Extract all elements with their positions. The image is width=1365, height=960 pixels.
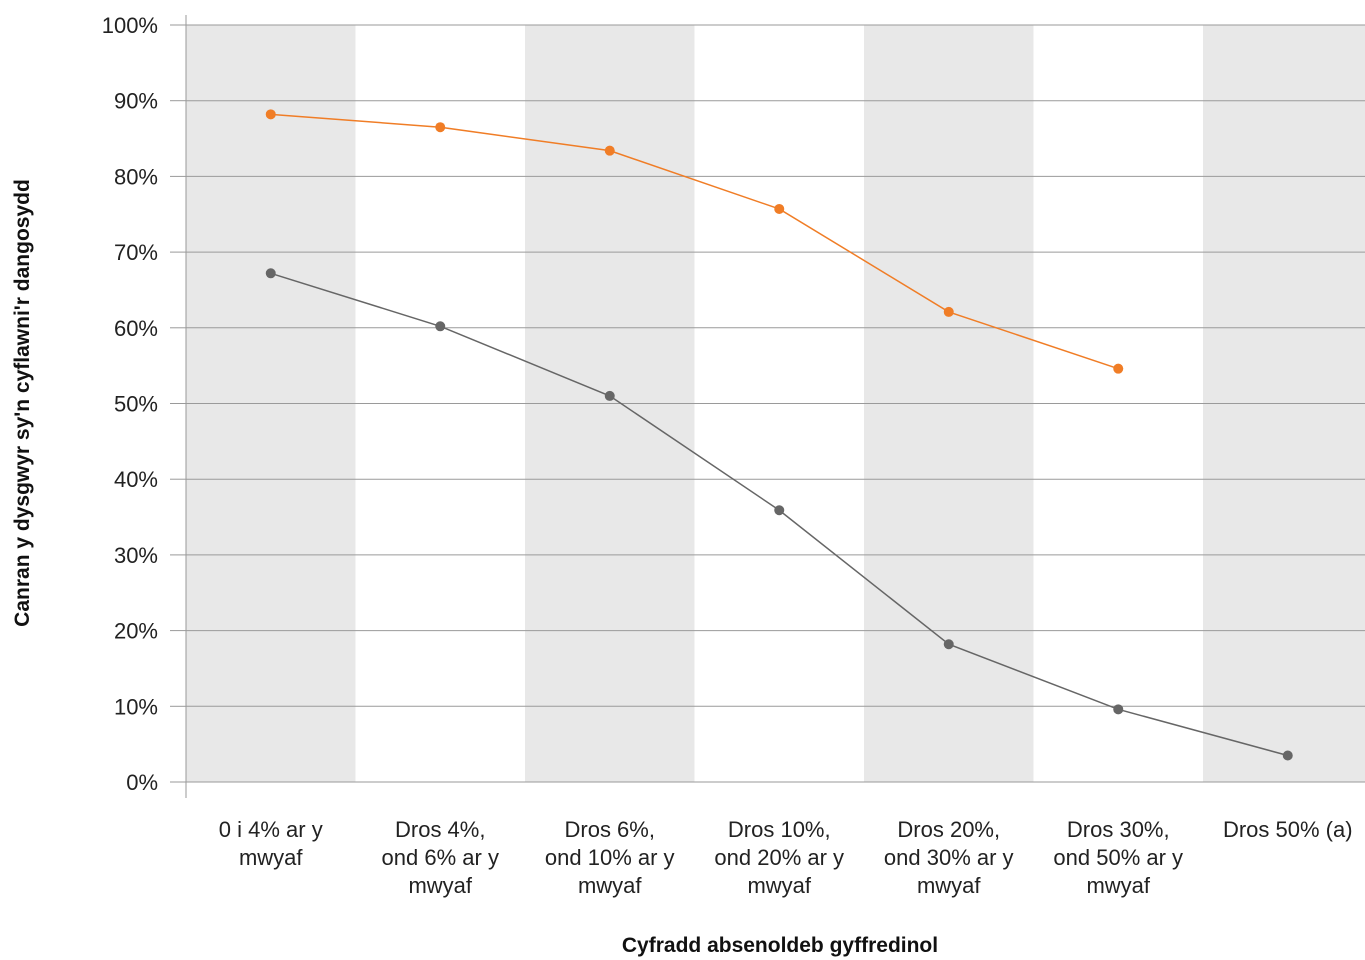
data-point (943, 639, 954, 650)
x-tick-label: Dros 6%, ond 10% ar y mwyaf (545, 817, 675, 898)
y-tick-label: 40% (114, 467, 158, 492)
x-tick-label-line: mwyaf (1086, 873, 1150, 898)
data-point (774, 505, 785, 516)
y-tick-labels: 0% 10% 20% 30% 40% 50% 60% 70% 80% 90% 100% (102, 13, 158, 795)
data-point (774, 203, 785, 214)
data-point (435, 122, 446, 133)
data-point (604, 390, 615, 401)
x-tick-label-line: ond 30% ar y (884, 845, 1014, 870)
x-tick-label-line: mwyaf (578, 873, 642, 898)
data-point (265, 268, 276, 279)
y-tick-label: 70% (114, 240, 158, 265)
data-point (1113, 363, 1124, 374)
x-tick-label-line: Dros 10%, (728, 817, 831, 842)
x-tick-label-line: ond 6% ar y (382, 845, 499, 870)
data-point (435, 321, 446, 332)
x-tick-label-line: Dros 6%, (565, 817, 655, 842)
x-tick-label-line: 0 i 4% ar y (219, 817, 323, 842)
x-tick-label-line: mwyaf (917, 873, 981, 898)
x-tick-label-line: mwyaf (408, 873, 472, 898)
y-tick-label: 50% (114, 392, 158, 417)
axes (185, 15, 1365, 798)
series-line-1 (270, 113, 1119, 370)
data-point (943, 306, 954, 317)
x-tick-label-line: ond 50% ar y (1053, 845, 1183, 870)
x-tick-label-line: mwyaf (747, 873, 811, 898)
x-tick-label-line: Dros 20%, (897, 817, 1000, 842)
x-axis-title: Cyfradd absenoldeb gyffredinol (622, 934, 938, 957)
y-tick-label: 100% (102, 13, 158, 38)
y-tick-label: 60% (114, 316, 158, 341)
x-tick-label: Dros 4%, ond 6% ar y mwyaf (382, 817, 499, 898)
x-tick-label-line: Dros 4%, (395, 817, 485, 842)
x-tick-label: Dros 50% (a) (1223, 817, 1353, 842)
data-point (1282, 750, 1293, 761)
y-axis-title: Canran y dysgwyr sy'n cyflawni'r dangosy… (11, 179, 34, 627)
y-tick-label: 30% (114, 543, 158, 568)
x-tick-label-line: mwyaf (239, 845, 303, 870)
x-tick-label-line: ond 10% ar y (545, 845, 675, 870)
data-point (265, 109, 276, 120)
data-point (604, 145, 615, 156)
gridlines (170, 24, 1365, 783)
series-points (265, 109, 1293, 761)
x-tick-label: Dros 30%, ond 50% ar y mwyaf (1053, 817, 1183, 898)
data-point (1113, 704, 1124, 715)
x-tick-label: 0 i 4% ar y mwyaf (219, 817, 323, 870)
x-tick-label: Dros 20%, ond 30% ar y mwyaf (884, 817, 1014, 898)
x-tick-label-line: ond 20% ar y (714, 845, 844, 870)
y-tick-label: 20% (114, 619, 158, 644)
y-tick-label: 10% (114, 694, 158, 719)
x-tick-label-line: Dros 30%, (1067, 817, 1170, 842)
y-tick-label: 0% (126, 770, 158, 795)
y-tick-label: 90% (114, 89, 158, 114)
x-tick-label-line: Dros 50% (a) (1223, 817, 1353, 842)
x-tick-labels: 0 i 4% ar y mwyaf Dros 4%, ond 6% ar y mwyaf… (219, 817, 1353, 898)
y-tick-label: 80% (114, 164, 158, 189)
x-tick-label: Dros 10%, ond 20% ar y mwyaf (714, 817, 844, 898)
